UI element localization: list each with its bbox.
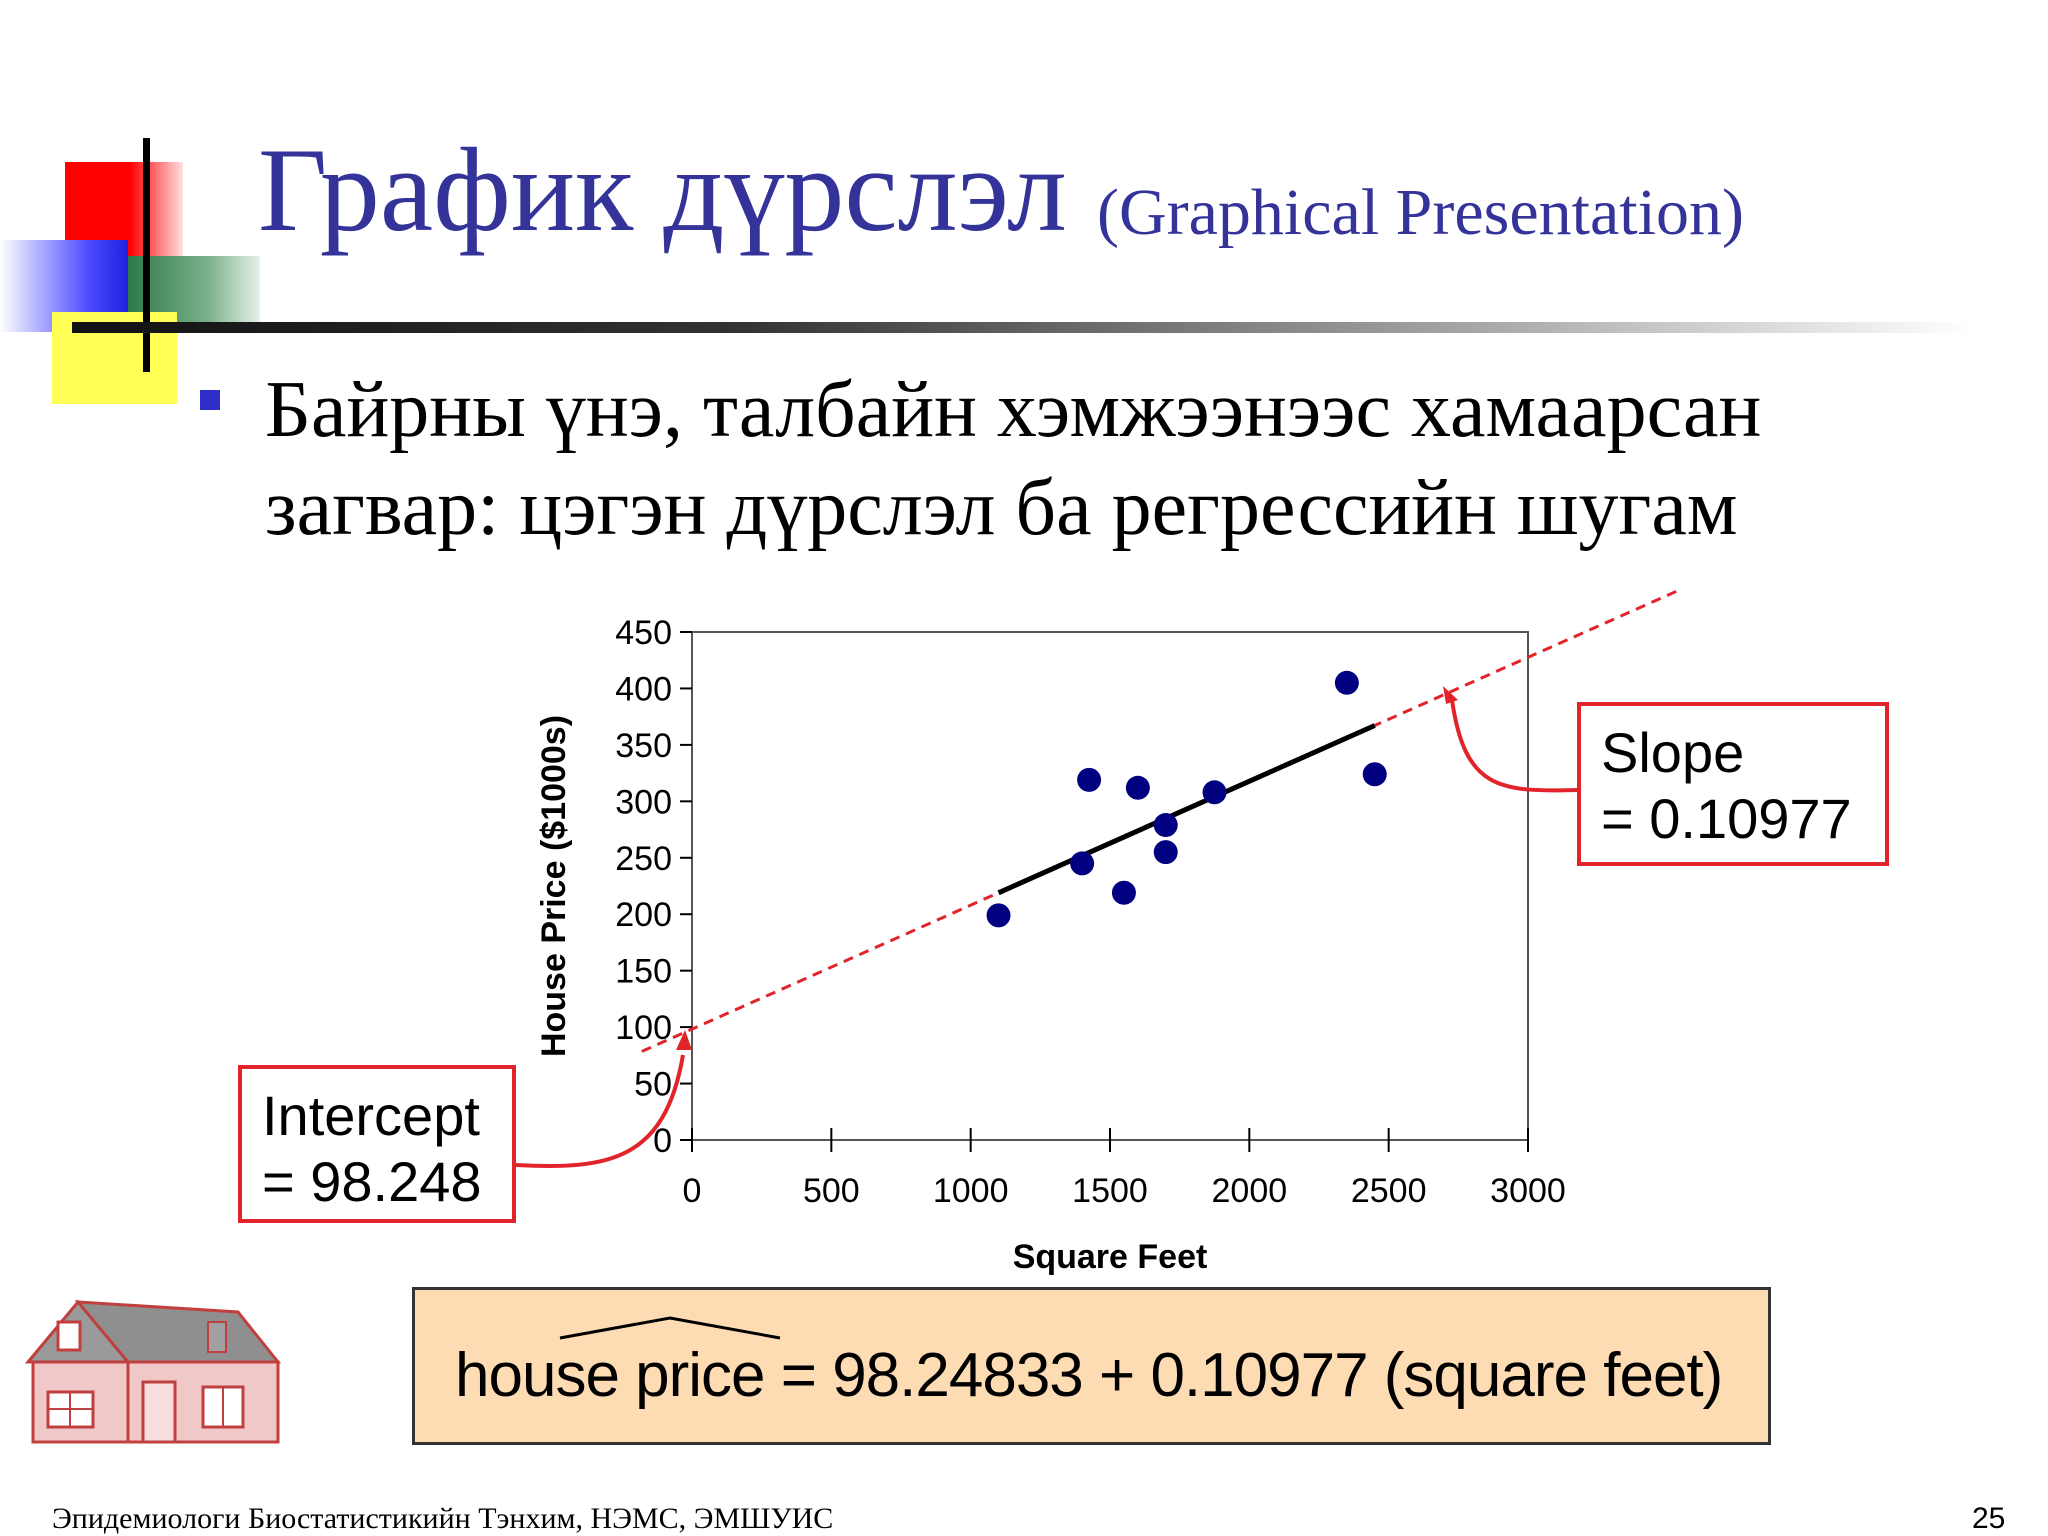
y-tick-label: 350 bbox=[615, 727, 672, 765]
y-tick-label: 50 bbox=[634, 1066, 672, 1104]
x-tick-label: 1500 bbox=[1072, 1172, 1148, 1210]
y-tick-label: 150 bbox=[615, 953, 672, 991]
regression-line bbox=[997, 723, 1376, 896]
y-tick-label: 0 bbox=[653, 1122, 672, 1160]
data-point bbox=[1125, 775, 1150, 800]
slope-label: Slope bbox=[1601, 721, 1745, 784]
data-point bbox=[986, 903, 1011, 928]
y-tick-label: 400 bbox=[615, 670, 672, 708]
data-point bbox=[1334, 670, 1359, 695]
page-number: 25 bbox=[1972, 1502, 2006, 1535]
x-tick-label: 2000 bbox=[1212, 1172, 1288, 1210]
x-tick-label: 0 bbox=[683, 1172, 702, 1210]
x-tick-label: 1000 bbox=[933, 1172, 1009, 1210]
decor-vertical-bar bbox=[143, 138, 150, 372]
regression-equation: house price = 98.24833 + 0.10977 (square… bbox=[455, 1341, 1723, 1410]
data-point bbox=[1362, 762, 1387, 787]
data-point bbox=[1153, 813, 1178, 838]
slope-value: = 0.10977 bbox=[1601, 787, 1852, 851]
data-point bbox=[1070, 851, 1095, 876]
bullet-square-icon bbox=[200, 390, 220, 410]
footer-text: Эпидемиологи Биостатистикийн Тэнхим, НЭМ… bbox=[52, 1502, 834, 1535]
title-divider bbox=[72, 322, 1972, 333]
intercept-arrow-head-icon bbox=[676, 1030, 692, 1050]
slide-subtitle: (Graphical Presentation) bbox=[1097, 176, 1744, 249]
x-tick-label: 3000 bbox=[1490, 1172, 1566, 1210]
y-tick-label: 300 bbox=[615, 783, 672, 821]
intercept-arrow bbox=[515, 1054, 685, 1169]
x-axis-label: Square Feet bbox=[1013, 1238, 1208, 1276]
slope-arrow bbox=[1450, 699, 1579, 793]
y-tick-label: 250 bbox=[615, 840, 672, 878]
intercept-label: Intercept bbox=[262, 1084, 480, 1147]
regression-extension-line bbox=[641, 590, 1684, 1053]
data-point bbox=[1153, 840, 1178, 865]
bullet-text-line-2: загвар: цэгэн дүрслэл ба регрессийн шуга… bbox=[265, 464, 1738, 552]
slope-arrow-head-icon bbox=[1443, 686, 1458, 704]
decor-green-square bbox=[128, 256, 260, 322]
intercept-value: = 98.248 bbox=[262, 1150, 482, 1214]
y-axis-label: House Price ($1000s) bbox=[535, 715, 573, 1057]
slide-title: График дүрслэл bbox=[258, 123, 1067, 256]
slope-callout: Slope = 0.10977 bbox=[1577, 702, 1889, 866]
y-tick-label: 200 bbox=[615, 896, 672, 934]
intercept-callout: Intercept = 98.248 bbox=[238, 1065, 516, 1223]
hat-accent-icon bbox=[559, 1316, 781, 1340]
y-tick-label: 450 bbox=[615, 614, 672, 652]
x-tick-label: 500 bbox=[803, 1172, 860, 1210]
x-tick-label: 2500 bbox=[1351, 1172, 1427, 1210]
bullet-text-line-1: Байрны үнэ, талбайн хэмжээнээс хамаарсан bbox=[265, 366, 1762, 454]
data-point bbox=[1077, 767, 1102, 792]
data-point bbox=[1202, 780, 1227, 805]
house-icon bbox=[24, 1299, 282, 1444]
data-point bbox=[1111, 880, 1136, 905]
regression-equation-box: house price = 98.24833 + 0.10977 (square… bbox=[412, 1287, 1771, 1445]
